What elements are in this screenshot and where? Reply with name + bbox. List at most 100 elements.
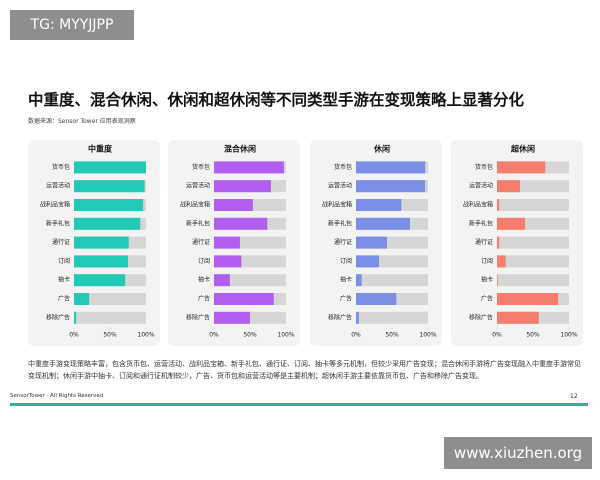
category-label: 广告 — [58, 295, 70, 303]
category-label: 战利品宝箱 — [463, 201, 493, 209]
bar — [356, 236, 387, 249]
chart-title: 混合休闲 — [224, 144, 256, 154]
x-tick-label: 100% — [419, 332, 436, 339]
category-label: 战利品宝箱 — [40, 201, 70, 209]
x-tick-label: 100% — [560, 332, 577, 339]
bar — [497, 161, 546, 174]
category-label: 货币包 — [192, 163, 210, 171]
category-label: 货币包 — [52, 163, 70, 171]
category-label: 运营活动 — [328, 182, 352, 190]
bar — [214, 255, 242, 268]
bar — [356, 161, 426, 174]
x-tick-label: 0% — [351, 332, 361, 339]
footer-brand: SensorTower · All Rights Reserved — [10, 393, 104, 399]
category-label: 新手礼包 — [46, 219, 70, 227]
x-tick-label: 50% — [385, 332, 399, 339]
footer-rule — [10, 403, 588, 406]
bar — [74, 236, 129, 249]
bar — [214, 293, 274, 305]
bar — [74, 199, 144, 211]
category-label: 战利品宝箱 — [322, 201, 352, 209]
x-tick-label: 100% — [277, 332, 294, 339]
x-tick-label: 0% — [69, 332, 79, 339]
x-tick-label: 0% — [492, 332, 502, 339]
page-number: 12 — [570, 393, 578, 400]
bar — [497, 274, 498, 287]
bar — [214, 161, 284, 174]
chart-title: 超休闲 — [510, 144, 535, 154]
category-label: 广告 — [481, 295, 493, 303]
category-label: 运营活动 — [186, 182, 210, 190]
category-label: 运营活动 — [46, 182, 70, 190]
category-label: 订阅 — [58, 257, 70, 265]
bar — [214, 217, 268, 230]
source: 数据来源：Sensor Tower 应用表现洞察 — [28, 118, 136, 125]
badge: TG: MYYJJPP — [10, 10, 134, 40]
bar — [74, 161, 146, 174]
bar — [356, 180, 426, 193]
note: 中重度手游变现策略丰富，包含货币包、运营活动、战利品宝箱、新手礼包、通行证、订阅… — [28, 360, 581, 380]
bar — [497, 199, 500, 211]
bar — [74, 311, 77, 324]
category-label: 抽卡 — [340, 276, 352, 284]
category-label: 移除广告 — [469, 313, 493, 321]
category-label: 抽卡 — [58, 276, 70, 284]
bar-track — [214, 274, 286, 287]
category-label: 抽卡 — [198, 276, 210, 284]
category-label: 移除广告 — [46, 313, 70, 321]
bar — [74, 274, 126, 287]
category-label: 通行证 — [475, 238, 493, 246]
category-label: 通行证 — [334, 238, 352, 246]
category-label: 战利品宝箱 — [180, 201, 210, 209]
category-label: 广告 — [340, 295, 352, 303]
category-label: 广告 — [198, 295, 210, 303]
bar-track — [356, 274, 428, 287]
bar — [497, 217, 526, 230]
bar — [214, 311, 250, 324]
bar — [356, 311, 359, 324]
bar — [74, 255, 128, 268]
bar — [74, 293, 90, 305]
bar-track — [74, 311, 146, 324]
category-label: 新手礼包 — [328, 219, 352, 227]
category-label: 通行证 — [52, 238, 70, 246]
chart-title: 中重度 — [88, 144, 113, 154]
chart-title: 休闲 — [373, 144, 390, 154]
category-label: 通行证 — [192, 238, 210, 246]
bar — [497, 180, 521, 193]
bar — [497, 255, 506, 268]
bar — [497, 236, 500, 249]
watermark: www.xiuzhen.org — [444, 437, 592, 469]
bar-track — [497, 236, 569, 249]
bar-track — [497, 199, 569, 211]
category-label: 新手礼包 — [469, 219, 493, 227]
category-label: 抽卡 — [481, 276, 493, 284]
bar — [356, 217, 410, 230]
title: 中重度、混合休闲、休闲和超休闲等不同类型手游在变现策略上显著分化 — [28, 91, 525, 109]
bar — [74, 217, 141, 230]
category-label: 订阅 — [198, 257, 210, 265]
bar-track — [497, 255, 569, 268]
bar — [214, 274, 230, 287]
bar — [356, 255, 380, 268]
bar — [497, 311, 539, 324]
x-tick-label: 50% — [526, 332, 540, 339]
bar-track — [497, 274, 569, 287]
bar-track — [356, 311, 428, 324]
bar — [74, 180, 145, 193]
x-tick-label: 50% — [243, 332, 257, 339]
x-tick-label: 100% — [137, 332, 154, 339]
category-label: 订阅 — [340, 257, 352, 265]
bar — [356, 199, 402, 211]
bar-track — [74, 293, 146, 305]
category-label: 订阅 — [481, 257, 493, 265]
category-label: 货币包 — [475, 163, 493, 171]
bar — [356, 274, 362, 287]
bar — [214, 180, 271, 193]
bar — [356, 293, 397, 305]
category-label: 移除广告 — [186, 313, 210, 321]
bar — [214, 236, 240, 249]
x-tick-label: 0% — [209, 332, 219, 339]
